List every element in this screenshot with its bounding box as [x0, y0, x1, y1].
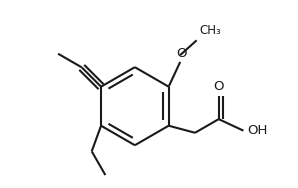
Text: OH: OH: [247, 124, 268, 137]
Text: O: O: [213, 80, 224, 93]
Text: O: O: [176, 47, 187, 60]
Text: CH₃: CH₃: [200, 24, 221, 37]
